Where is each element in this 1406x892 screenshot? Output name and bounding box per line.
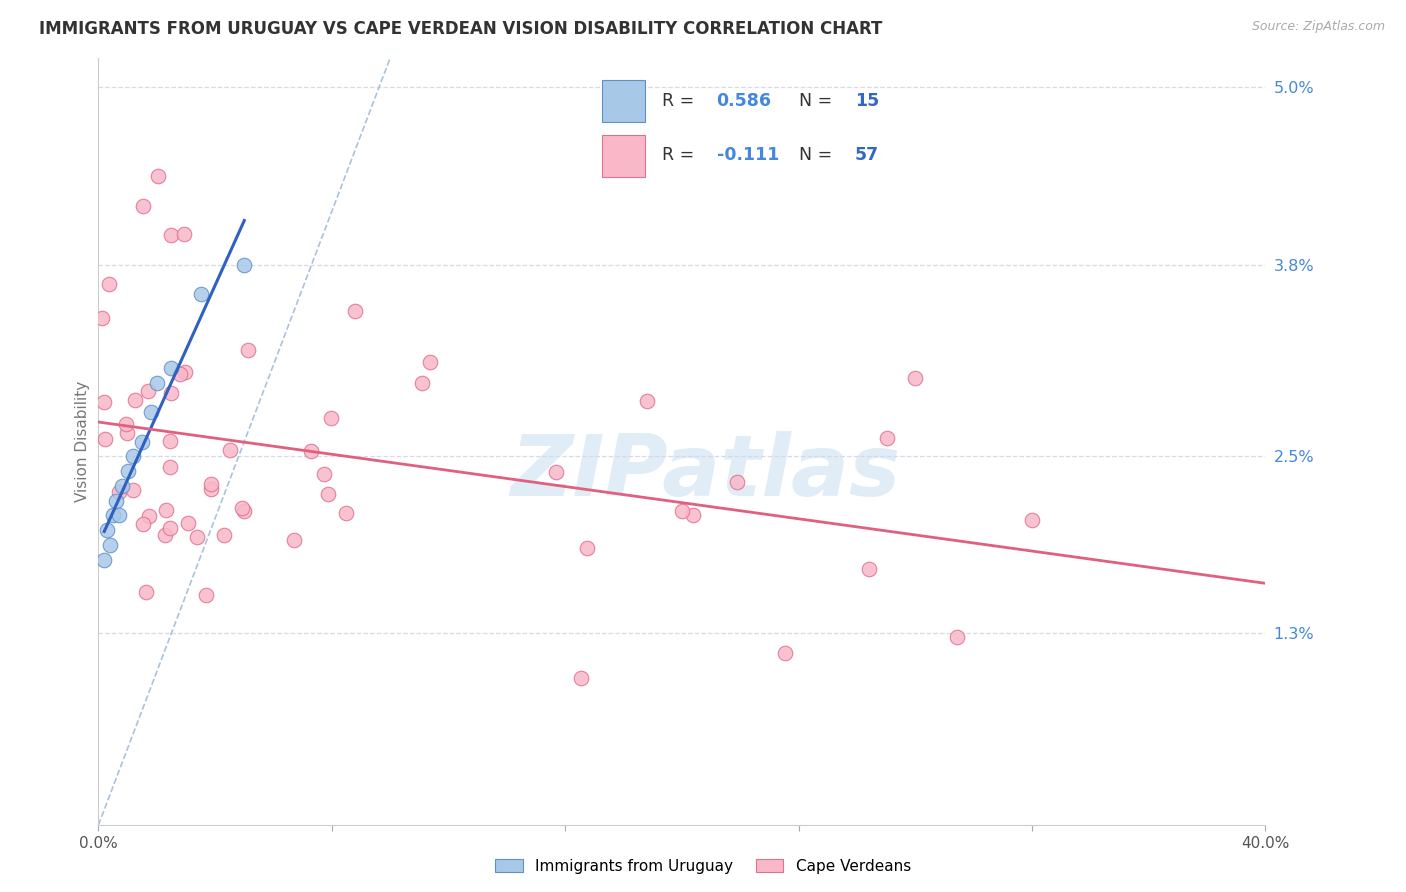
Point xyxy=(576,541,599,555)
Point xyxy=(858,561,880,575)
Point xyxy=(115,425,138,440)
Point xyxy=(132,516,155,531)
Point xyxy=(773,646,796,660)
Point xyxy=(190,287,212,301)
Point xyxy=(122,450,145,464)
Point xyxy=(411,376,433,390)
Point xyxy=(316,487,339,501)
Point xyxy=(153,527,176,541)
Point xyxy=(131,198,153,212)
Point xyxy=(169,367,191,381)
Point xyxy=(344,304,367,318)
Point xyxy=(124,392,146,407)
Point xyxy=(155,503,177,517)
Point xyxy=(146,376,169,390)
Point xyxy=(94,432,117,446)
Point xyxy=(186,530,208,544)
Point xyxy=(108,508,131,523)
Point xyxy=(160,385,183,400)
Point xyxy=(117,464,139,478)
Point xyxy=(544,465,567,479)
Point xyxy=(419,355,441,369)
Point xyxy=(1021,513,1043,527)
Point xyxy=(90,311,112,326)
Point xyxy=(122,483,145,498)
Point xyxy=(335,506,357,520)
Point xyxy=(904,371,927,385)
Point xyxy=(136,384,159,398)
Point xyxy=(111,479,134,493)
Point xyxy=(93,394,115,409)
Point xyxy=(200,476,222,491)
Point xyxy=(231,500,253,515)
Point xyxy=(159,521,181,535)
Point xyxy=(636,393,658,408)
Point xyxy=(283,533,305,547)
Point xyxy=(671,504,693,518)
Point xyxy=(101,508,124,523)
Point xyxy=(725,475,748,489)
Text: Source: ZipAtlas.com: Source: ZipAtlas.com xyxy=(1251,20,1385,33)
Point xyxy=(173,227,195,241)
Point xyxy=(219,442,242,457)
Point xyxy=(876,431,898,445)
Text: IMMIGRANTS FROM URUGUAY VS CAPE VERDEAN VISION DISABILITY CORRELATION CHART: IMMIGRANTS FROM URUGUAY VS CAPE VERDEAN … xyxy=(39,20,883,37)
Point xyxy=(138,509,160,524)
Point xyxy=(108,485,131,500)
Point xyxy=(236,343,259,357)
Point xyxy=(104,493,127,508)
Text: ZIPatlas: ZIPatlas xyxy=(510,431,900,514)
Point xyxy=(159,434,181,448)
Point xyxy=(312,467,335,481)
Point xyxy=(682,508,704,522)
Point xyxy=(233,503,256,517)
Point xyxy=(176,516,198,530)
Point xyxy=(131,434,153,449)
Point xyxy=(569,671,592,685)
Point xyxy=(200,482,222,496)
Point xyxy=(174,365,197,379)
Point xyxy=(98,538,121,552)
Point xyxy=(93,552,115,566)
Point xyxy=(946,630,969,644)
Legend: Immigrants from Uruguay, Cape Verdeans: Immigrants from Uruguay, Cape Verdeans xyxy=(489,853,917,880)
Point xyxy=(233,258,256,272)
Point xyxy=(98,277,121,291)
Point xyxy=(148,169,170,183)
Point xyxy=(159,459,181,474)
Point xyxy=(319,410,342,425)
Y-axis label: Vision Disability: Vision Disability xyxy=(75,381,90,502)
Point xyxy=(195,588,218,602)
Point xyxy=(135,584,157,599)
Point xyxy=(212,528,235,542)
Point xyxy=(139,405,162,419)
Point xyxy=(96,523,118,537)
Point xyxy=(115,417,138,431)
Point xyxy=(160,227,183,242)
Point xyxy=(299,444,322,458)
Point xyxy=(160,360,183,375)
